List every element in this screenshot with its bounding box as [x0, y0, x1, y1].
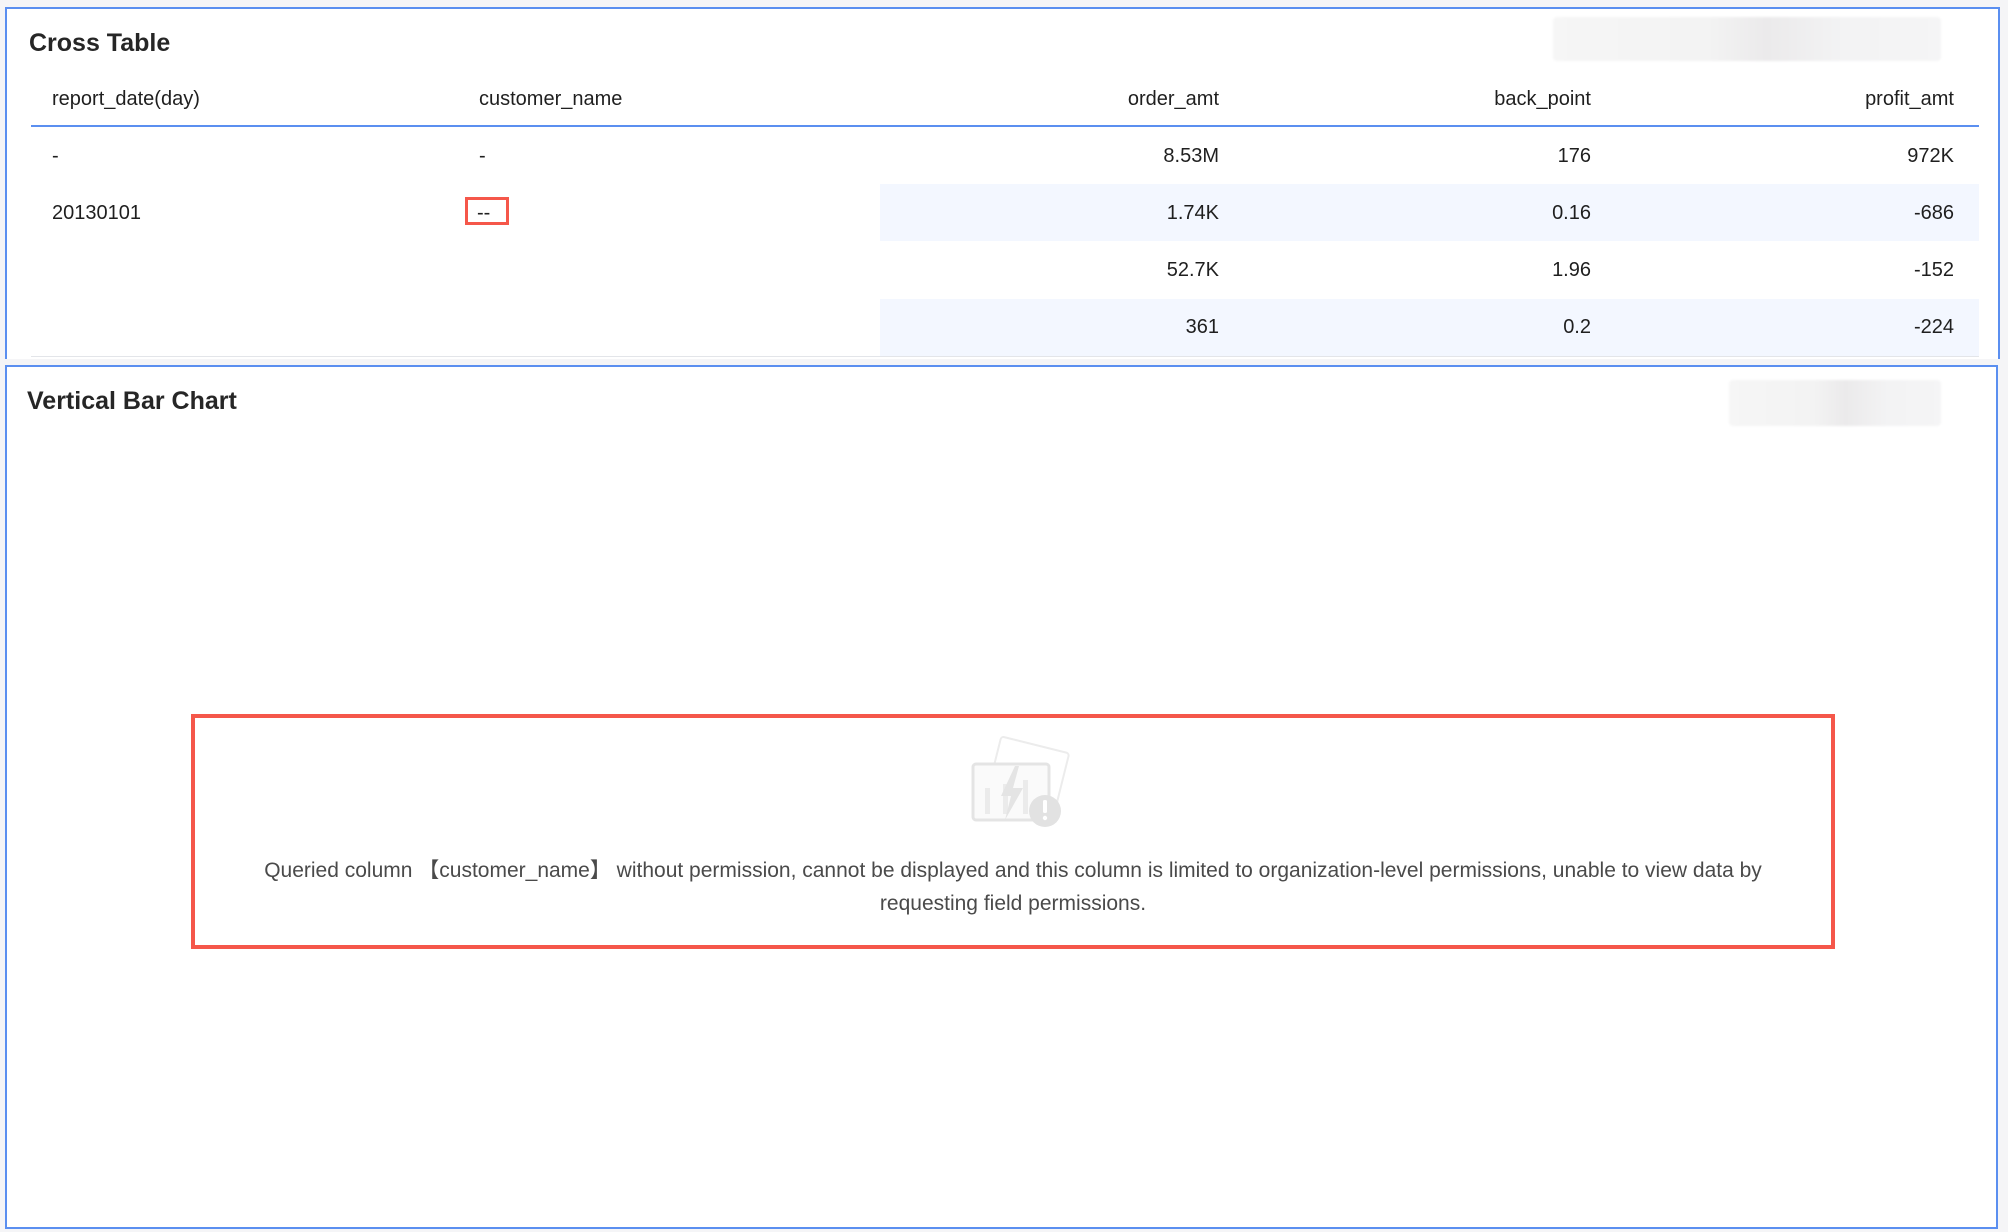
table-cell: -	[479, 145, 486, 167]
table-cell: 0.16	[1552, 202, 1591, 224]
blurred-toolbar	[1553, 17, 1941, 61]
table-cell: 0.2	[1563, 316, 1591, 338]
vertical-bar-chart-panel: Vertical Bar Chart Queried column 【custo…	[5, 365, 1998, 1229]
table-cell: 972K	[1907, 145, 1954, 167]
table-cell: -	[52, 145, 59, 167]
masked-customer-name-cell: --	[477, 202, 491, 224]
column-header-customer-name[interactable]: customer_name	[479, 88, 623, 110]
panel-title: Cross Table	[29, 29, 171, 57]
table-cell: 1.96	[1552, 259, 1591, 281]
column-header-report-date[interactable]: report_date(day)	[52, 88, 200, 110]
table-cell: 20130101	[52, 202, 141, 224]
table-cell: 1.74K	[1166, 202, 1219, 224]
table-cell: 8.53M	[1163, 145, 1219, 167]
table-cell: 361	[1185, 316, 1219, 338]
row-band	[880, 299, 1979, 356]
table-cell: -686	[1913, 202, 1954, 224]
row-band	[880, 184, 1979, 241]
table-cell: 52.7K	[1166, 259, 1219, 281]
table-bottom-divider	[31, 356, 1979, 357]
column-header-back-point[interactable]: back_point	[1494, 88, 1591, 110]
highlight-box	[465, 197, 509, 225]
column-header-profit-amt[interactable]: profit_amt	[1865, 88, 1954, 110]
cross-table-panel: Cross Table report_date(day) customer_na…	[5, 7, 2000, 359]
table-cell: -152	[1913, 259, 1954, 281]
header-divider	[31, 125, 1979, 127]
blurred-toolbar	[1729, 380, 1941, 426]
table-cell: 176	[1557, 145, 1591, 167]
column-header-order-amt[interactable]: order_amt	[1127, 88, 1219, 110]
table-cell: -224	[1913, 316, 1954, 338]
panel-title: Vertical Bar Chart	[27, 387, 237, 415]
error-highlight-box: Queried column 【customer_name】 without p…	[191, 714, 1835, 949]
permission-error-message: Queried column 【customer_name】 without p…	[264, 859, 1762, 915]
chart-error-icon	[971, 736, 1070, 827]
